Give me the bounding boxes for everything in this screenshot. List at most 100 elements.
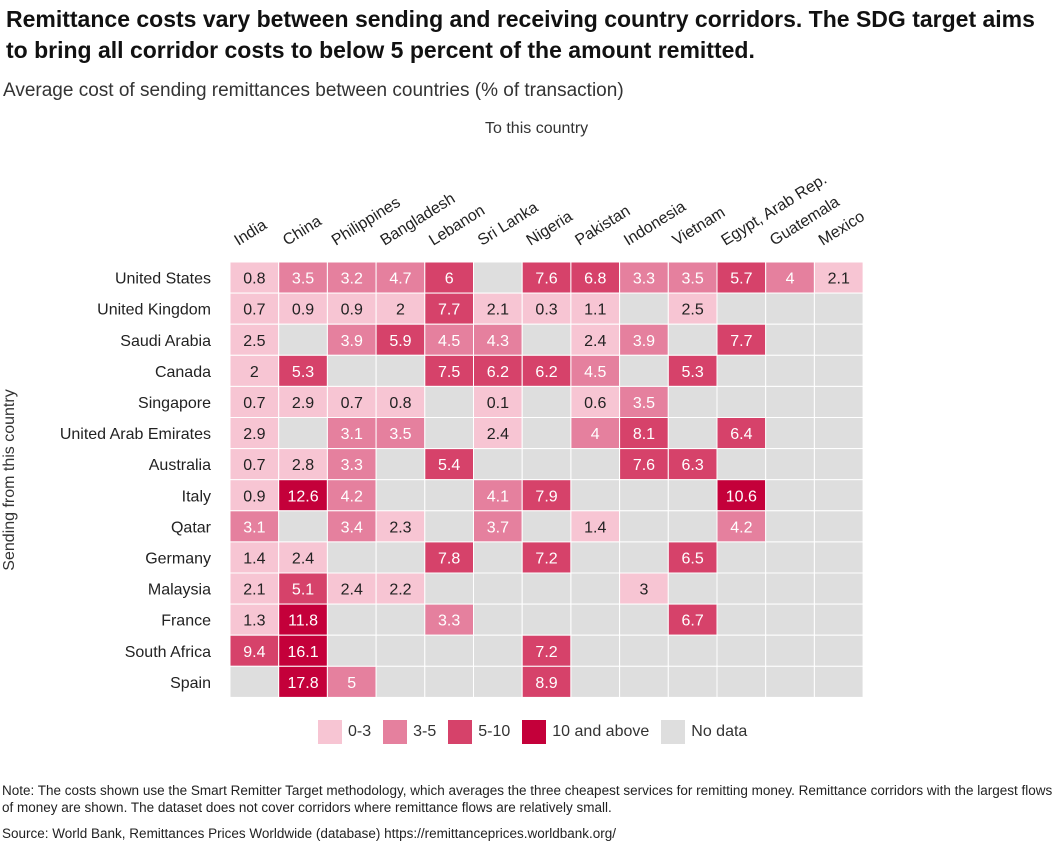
heatmap-cell-italy-pakistan [570, 479, 621, 512]
heatmap-cell-singapore-nigeria [521, 385, 572, 418]
cell-value-label: 3.5 [389, 426, 411, 443]
heatmap-cell-united-states-nigeria [521, 261, 572, 294]
heatmap-cell-malaysia-egypt-arab-rep [716, 572, 767, 605]
heatmap-cell-qatar-bangladesh [375, 510, 426, 543]
cell-value-label: 0.8 [243, 271, 265, 288]
chart-subtitle: Average cost of sending remittances betw… [3, 80, 624, 101]
y-tick-label: Germany [145, 550, 211, 567]
heatmap-cell-united-states-mexico [813, 261, 864, 294]
cell-value-label: 0.9 [243, 488, 265, 505]
legend-label-no-data: No data [691, 723, 748, 740]
heatmap-cell-germany-egypt-arab-rep [716, 541, 767, 574]
cell-value-label: 2.4 [292, 550, 314, 567]
legend-label-10-above: 10 and above [552, 723, 650, 740]
cell-value-label: 3.3 [438, 613, 460, 630]
heatmap-cell-united-states-sri-lanka [473, 261, 523, 294]
heatmap-cell-united-arab-emirates-china [278, 417, 328, 450]
heatmap-cell-spain-indonesia [619, 665, 669, 698]
heatmap-cell-qatar-vietnam [667, 510, 718, 543]
cell-value-label: 7.5 [438, 364, 460, 381]
cell-value-label: 4.2 [341, 488, 363, 505]
chart-title: Remittance costs vary between sending an… [6, 6, 1035, 63]
heatmap-cell-singapore-egypt-arab-rep [716, 385, 767, 418]
cell-value-label: 4.2 [730, 519, 752, 536]
cell-value-label: 0.9 [341, 302, 363, 319]
cell-value-label: 0.9 [292, 302, 314, 319]
cell-value-label: 2.4 [584, 333, 606, 350]
cell-value-label: 2 [250, 364, 259, 381]
heatmap-cell-australia-guatemala [765, 448, 815, 481]
cell-value-label: 2.4 [487, 426, 509, 443]
cell-value-label: 6.2 [487, 364, 509, 381]
heatmap-cell-spain-pakistan [570, 665, 621, 698]
heatmap-cell-south-africa-philippines [326, 634, 377, 667]
source-note: Source: World Bank, Remittances Prices W… [2, 826, 617, 841]
heatmap-cell-south-africa-guatemala [765, 634, 815, 667]
heatmap-cell-qatar-egypt-arab-rep [716, 510, 767, 543]
cell-value-label: 7.6 [633, 457, 655, 474]
cell-value-label: 0.6 [584, 395, 606, 412]
heatmap-cell-germany-lebanon [424, 541, 474, 574]
heatmap-cell-france-mexico [813, 603, 864, 636]
heatmap-cell-canada-mexico [813, 354, 864, 387]
heatmap-cell-australia-philippines [326, 448, 377, 481]
cell-value-label: 3.1 [341, 426, 363, 443]
cell-value-label: 3.1 [243, 519, 265, 536]
heatmap-cell-australia-bangladesh [375, 448, 426, 481]
legend-swatch-5-10 [448, 720, 473, 744]
heatmap-cell-south-africa-nigeria [521, 634, 572, 667]
heatmap-cell-united-states-egypt-arab-rep [716, 261, 767, 294]
cell-value-label: 0.7 [243, 302, 265, 319]
x-tick-label: China [280, 213, 325, 250]
heatmap-cell-canada-indonesia [619, 354, 669, 387]
cell-value-label: 2.5 [243, 333, 265, 350]
cell-value-label: 1.1 [584, 302, 606, 319]
legend-item-10-above: 10 and above [522, 720, 649, 744]
cell-value-label: 3.5 [682, 271, 704, 288]
legend-swatch-no-data [661, 720, 686, 744]
cell-value-label: 3.5 [633, 395, 655, 412]
cell-value-label: 8.1 [633, 426, 655, 443]
heatmap-cell-italy-vietnam [667, 479, 718, 512]
heatmap-cell-germany-china [278, 541, 328, 574]
cell-value-label: 1.3 [243, 613, 265, 630]
legend-item-5-10: 5-10 [448, 720, 510, 744]
heatmap-cell-spain-philippines [326, 665, 377, 698]
heatmap-cell-united-kingdom-nigeria [521, 292, 572, 325]
heatmap-cell-saudi-arabia-sri-lanka [473, 323, 523, 356]
heatmap-cell-spain-mexico [813, 665, 864, 698]
cell-value-label: 3.9 [341, 333, 363, 350]
heatmap-cell-canada-guatemala [765, 354, 815, 387]
cell-value-label: 4.7 [389, 271, 411, 288]
y-tick-label: United States [115, 271, 211, 288]
heatmap-cell-united-kingdom-pakistan [570, 292, 621, 325]
cell-value-label: 7.2 [535, 550, 557, 567]
cell-value-label: 6.3 [682, 457, 704, 474]
y-tick-label: France [161, 613, 211, 630]
heatmap-cell-spain-sri-lanka [473, 665, 523, 698]
legend-item-no-data: No data [661, 720, 747, 744]
cell-value-label: 10.6 [726, 488, 757, 505]
heatmap-cell-spain-bangladesh [375, 665, 426, 698]
heatmap-cell-south-africa-indonesia [619, 634, 669, 667]
heatmap-cell-malaysia-philippines [326, 572, 377, 605]
heatmap-cell-italy-philippines [326, 479, 377, 512]
heatmap-cell-saudi-arabia-nigeria [521, 323, 572, 356]
heatmap-cell-canada-sri-lanka [473, 354, 523, 387]
heatmap-cell-italy-mexico [813, 479, 864, 512]
cell-value-label: 8.9 [535, 675, 557, 692]
heatmap-cell-qatar-sri-lanka [473, 510, 523, 543]
y-tick-label: United Kingdom [97, 302, 211, 319]
heatmap-cell-saudi-arabia-vietnam [667, 323, 718, 356]
cell-value-label: 0.7 [243, 457, 265, 474]
heatmap-cell-canada-bangladesh [375, 354, 426, 387]
heatmap-cell-italy-bangladesh [375, 479, 426, 512]
heatmap-cell-italy-guatemala [765, 479, 815, 512]
heatmap-cell-qatar-philippines [326, 510, 377, 543]
heatmap-cell-united-arab-emirates-vietnam [667, 417, 718, 450]
heatmap-cell-united-kingdom-philippines [326, 292, 377, 325]
heatmap-cell-france-philippines [326, 603, 377, 636]
heatmap-cell-qatar-guatemala [765, 510, 815, 543]
cell-value-label: 7.7 [730, 333, 752, 350]
heatmap-cell-saudi-arabia-mexico [813, 323, 864, 356]
